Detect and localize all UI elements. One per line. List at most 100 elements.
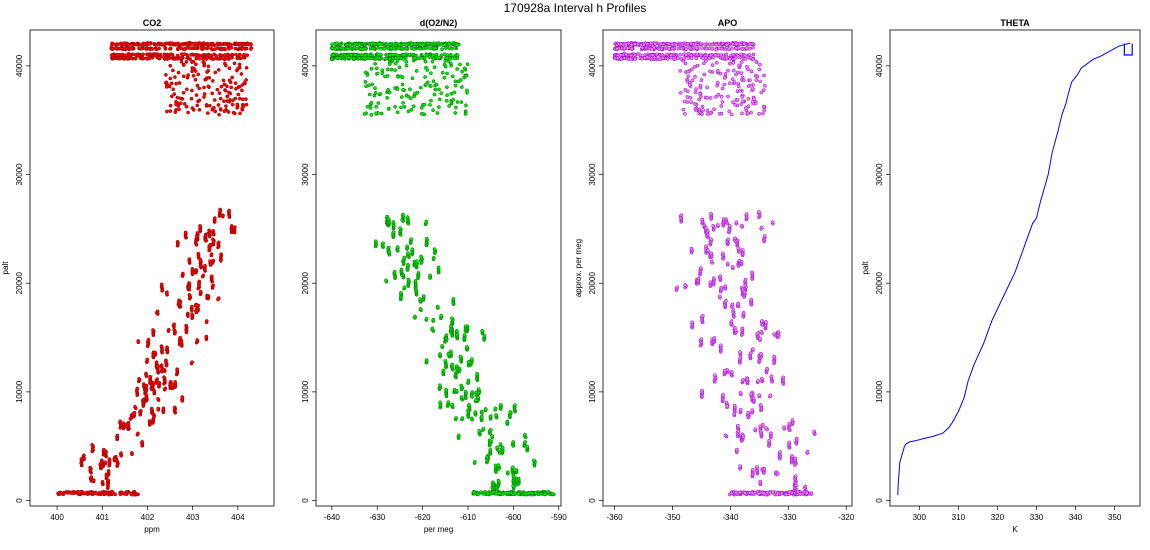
upper-point [202, 92, 207, 96]
upper-point [683, 88, 688, 92]
level-point [379, 46, 383, 51]
data-point [172, 322, 176, 327]
data-point [115, 459, 119, 463]
upper-point [408, 87, 412, 92]
y-tick-label: 30000 [588, 163, 597, 186]
data-point [146, 337, 151, 342]
level-point [397, 45, 401, 50]
upper-point [202, 85, 206, 90]
upper-point [236, 92, 241, 97]
upper-point [731, 100, 735, 105]
data-point [723, 299, 728, 303]
level-point [162, 52, 167, 57]
data-point [730, 265, 735, 269]
data-point [733, 328, 738, 333]
data-point [730, 302, 735, 307]
upper-point [233, 96, 238, 101]
level-point [703, 42, 707, 47]
y-tick-label: 30000 [15, 163, 24, 186]
data-point [721, 217, 726, 221]
upper-point [386, 107, 391, 111]
data-point [493, 406, 498, 411]
level-point [330, 56, 334, 61]
level-point [179, 52, 184, 56]
level-point [739, 52, 744, 57]
data-layer [56, 40, 254, 497]
upper-point [210, 79, 215, 83]
upper-point [365, 104, 370, 109]
upper-point [194, 62, 198, 67]
data-point [454, 329, 459, 333]
data-point [772, 354, 776, 359]
data-point [131, 412, 136, 416]
x-tick-label: 310 [952, 513, 966, 522]
upper-point [460, 69, 464, 74]
data-point [732, 403, 737, 408]
upper-point [762, 108, 767, 113]
upper-point [177, 81, 182, 85]
data-point [99, 458, 104, 463]
surface-point [119, 490, 124, 495]
upper-point [745, 64, 749, 69]
upper-point [752, 97, 756, 101]
level-point [153, 46, 158, 51]
data-point [755, 465, 759, 469]
x-tick-label: -340 [722, 513, 739, 522]
upper-point [722, 76, 727, 80]
data-point [450, 402, 455, 407]
level-point [189, 52, 193, 57]
data-point [805, 449, 810, 454]
upper-point [385, 67, 390, 72]
data-point [763, 320, 768, 324]
data-point [208, 230, 212, 235]
level-point [354, 42, 359, 47]
level-point [658, 42, 663, 46]
data-point [459, 383, 464, 388]
data-point [711, 276, 716, 281]
upper-point [730, 77, 735, 82]
x-tick-label: 403 [186, 513, 200, 522]
level-point [122, 42, 126, 46]
data-point [740, 248, 745, 252]
upper-point [363, 80, 368, 84]
upper-point [749, 110, 753, 115]
data-point [405, 215, 410, 219]
level-point [410, 52, 415, 57]
data-point [141, 397, 146, 402]
surface-point [784, 492, 789, 497]
data-point [446, 351, 451, 356]
upper-point [753, 101, 758, 106]
upper-point [462, 66, 467, 71]
plot-frame [315, 29, 562, 507]
data-point [216, 240, 221, 245]
upper-point [404, 59, 409, 64]
data-point [735, 447, 739, 452]
data-point [211, 228, 215, 233]
upper-point [190, 60, 194, 64]
data-point [469, 393, 474, 398]
data-point [738, 464, 743, 469]
level-point [744, 46, 749, 51]
surface-point [539, 491, 544, 496]
level-point [241, 42, 246, 47]
data-point [406, 277, 411, 282]
upper-point [749, 69, 754, 74]
level-point [445, 53, 450, 58]
data-point [195, 338, 200, 342]
data-point [106, 469, 111, 473]
data-point [104, 472, 109, 477]
plot-frame [889, 29, 1141, 507]
level-point [665, 56, 670, 61]
upper-point [685, 79, 690, 84]
upper-point [219, 84, 224, 89]
upper-point [720, 86, 725, 91]
upper-point [373, 61, 377, 66]
upper-point [228, 80, 233, 85]
data-point [391, 230, 396, 235]
level-point [212, 52, 216, 57]
level-point [448, 56, 452, 61]
level-point [649, 46, 654, 51]
y-tick-label: 0 [588, 498, 597, 503]
upper-point [177, 107, 181, 112]
data-point [812, 429, 817, 434]
